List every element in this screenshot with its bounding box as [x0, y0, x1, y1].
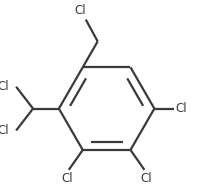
Text: Cl: Cl [74, 4, 86, 17]
Text: Cl: Cl [141, 172, 152, 185]
Text: Cl: Cl [0, 80, 9, 93]
Text: Cl: Cl [0, 124, 9, 137]
Text: Cl: Cl [61, 172, 73, 185]
Text: Cl: Cl [175, 102, 187, 115]
